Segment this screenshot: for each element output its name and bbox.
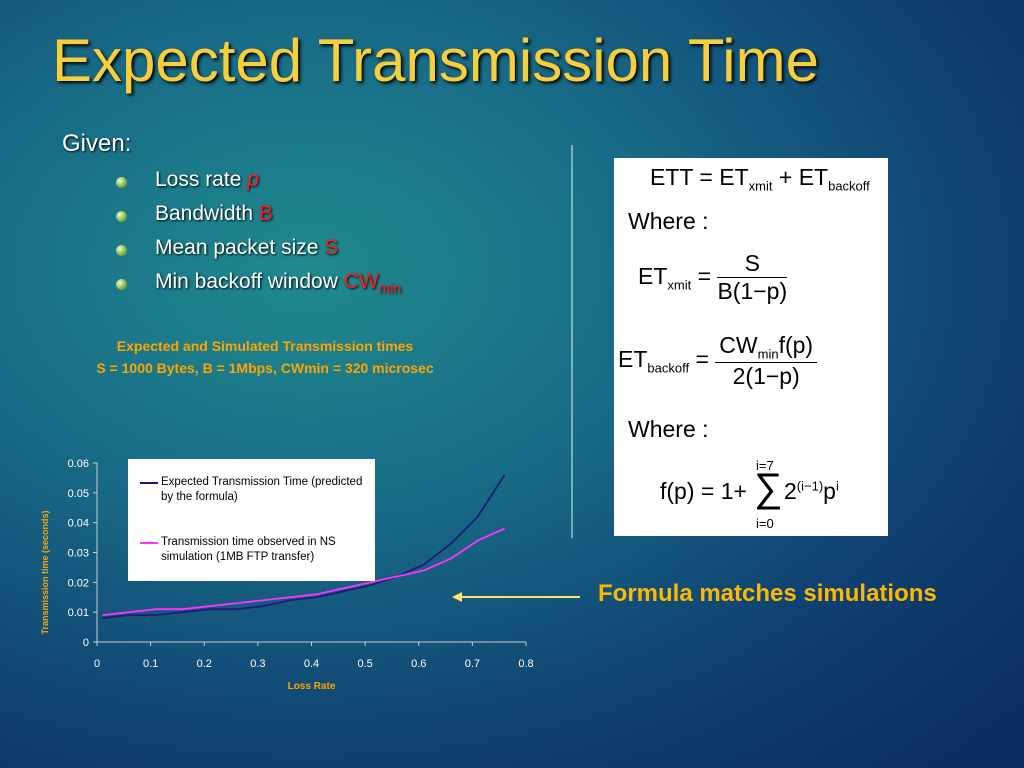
- y-tick-label: 0.05: [68, 488, 89, 500]
- numerator: CWminf(p): [715, 332, 818, 363]
- legend-label: Transmission time observed in NS simulat…: [161, 536, 336, 563]
- lhs: ETbackoff =: [618, 345, 716, 376]
- x-axis-label: Loss Rate: [288, 681, 336, 692]
- annotation: Formula matches simulations: [598, 580, 937, 607]
- formula-part: CW: [719, 332, 758, 358]
- y-tick-label: 0.04: [68, 518, 89, 530]
- item-sub: min: [378, 280, 402, 297]
- where: Where :: [628, 416, 709, 442]
- sum-bottom: i=0: [756, 516, 774, 531]
- formula-part: ETT = ET: [650, 164, 749, 190]
- legend-label: Expected Transmission Time (predicted by…: [161, 476, 363, 503]
- given-item: Bandwidth B: [155, 202, 273, 226]
- bullet: [116, 177, 127, 188]
- y-tick-label: 0.01: [68, 607, 89, 619]
- series-line: [102, 474, 506, 620]
- item-var: S: [324, 236, 339, 259]
- item-var: CW: [343, 270, 379, 293]
- lhs: ETxmit =: [638, 262, 718, 293]
- formula-part: 2: [784, 478, 797, 504]
- x-tick-label: 0.2: [197, 658, 212, 670]
- y-tick-label: 0.03: [68, 548, 89, 560]
- formula: ETT = ETxmit + ETbackoff: [650, 164, 870, 194]
- arrow-head: [452, 592, 462, 602]
- given-item: Min backoff window CWmin: [155, 270, 401, 296]
- sum-top: i=7: [756, 458, 774, 473]
- x-tick-label: 0.1: [143, 658, 158, 670]
- bullet: [116, 245, 127, 256]
- x-tick-label: 0.5: [357, 658, 372, 670]
- formula-part: xmit: [667, 277, 692, 293]
- legend-swatch: [140, 482, 158, 484]
- formula-part: xmit: [748, 178, 773, 194]
- legend-swatch: [140, 542, 158, 544]
- formula: ETbackoff = CWminf(p) 2(1−p): [618, 332, 818, 390]
- x-tick-label: 0.7: [465, 658, 480, 670]
- formula-part: (i−1): [796, 478, 824, 494]
- item-text: Min backoff window: [155, 270, 344, 293]
- bullet: [116, 279, 127, 290]
- y-tick-label: 0: [83, 637, 89, 649]
- formula-part: i: [835, 478, 839, 494]
- formula-part: p: [823, 478, 836, 504]
- x-tick-label: 0.8: [518, 658, 533, 670]
- legend: Expected Transmission Time (predicted by…: [128, 459, 375, 581]
- slide-title: Expected Transmission Time: [52, 27, 819, 94]
- formula-part: min: [757, 346, 779, 362]
- x-tick-label: 0: [94, 658, 100, 670]
- item-var: B: [258, 202, 273, 225]
- where: Where :: [628, 208, 709, 234]
- item-text: Loss rate: [155, 168, 248, 191]
- item-var: p: [247, 168, 259, 191]
- bullet: [116, 211, 127, 222]
- formula: 2(i−1)pi: [784, 478, 839, 505]
- formula-part: backoff: [647, 360, 690, 376]
- y-tick-label: 0.06: [68, 458, 89, 470]
- formula-part: f(p): [778, 332, 814, 358]
- formula: f(p) = 1+: [660, 478, 747, 504]
- given-item: Loss rate p: [155, 168, 259, 192]
- y-axis-label: Transmission time (seconds): [40, 510, 50, 634]
- formula-part: backoff: [828, 178, 870, 194]
- formula: ETxmit = S B(1−p): [638, 250, 788, 305]
- formula-part: + ET: [772, 164, 829, 190]
- item-text: Bandwidth: [155, 202, 259, 225]
- x-tick-label: 0.3: [250, 658, 265, 670]
- denominator: B(1−p): [717, 278, 787, 305]
- formula-part: =: [691, 262, 718, 289]
- formula-part: S: [744, 250, 760, 276]
- given-item: Mean packet size S: [155, 236, 338, 260]
- sum: ∑: [754, 466, 783, 510]
- given-label: Given:: [62, 130, 132, 157]
- fraction: CWminf(p) 2(1−p): [715, 332, 818, 390]
- numerator: S: [717, 250, 788, 278]
- formula-box: ETT = ETxmit + ETbackoff Where : ETxmit …: [614, 158, 888, 536]
- item-text: Mean packet size: [155, 236, 325, 259]
- x-tick-label: 0.4: [304, 658, 319, 670]
- formula-part: 2(1−p): [732, 362, 800, 389]
- formula-part: =: [689, 345, 716, 372]
- formula-part: ET: [618, 345, 648, 372]
- fraction: S B(1−p): [717, 250, 788, 305]
- formula-part: ET: [638, 262, 668, 289]
- denominator: 2(1−p): [715, 363, 817, 390]
- series-line: [102, 527, 505, 617]
- chart-subtitle: S = 1000 Bytes, B = 1Mbps, CWmin = 320 m…: [96, 360, 434, 376]
- y-tick-label: 0.02: [68, 577, 89, 589]
- chart-title: Expected and Simulated Transmission time…: [116, 338, 414, 354]
- x-tick-label: 0.6: [411, 658, 426, 670]
- formula-part: B(1−p): [717, 278, 788, 304]
